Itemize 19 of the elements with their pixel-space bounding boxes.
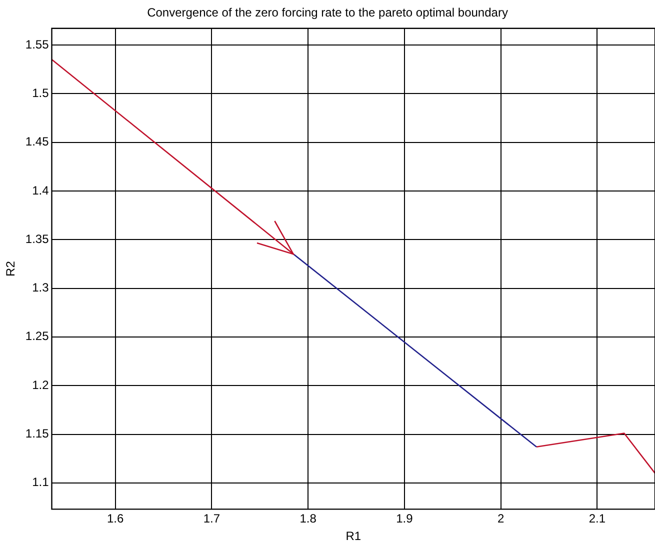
y-tick-label: 1.2 <box>32 378 50 392</box>
x-tick-label: 2 <box>497 512 504 526</box>
x-axis-title: R1 <box>346 529 362 544</box>
y-axis-title: R2 <box>4 260 18 276</box>
x-tick-label: 1.7 <box>203 512 220 526</box>
x-tick-label: 1.9 <box>396 512 414 526</box>
x-tick-label: 1.8 <box>300 512 317 526</box>
y-tick-label: 1.55 <box>25 37 50 52</box>
y-tick-label: 1.15 <box>25 426 50 441</box>
y-tick-label: 1.5 <box>32 86 50 100</box>
x-tick-label: 2.1 <box>588 512 606 526</box>
y-tick-label: 1.4 <box>32 183 50 198</box>
y-tick-label: 1.35 <box>25 232 50 246</box>
y-tick-label: 1.45 <box>25 134 50 149</box>
y-tick-label: 1.1 <box>32 475 50 490</box>
chart-title: Convergence of the zero forcing rate to the pareto optimal boundary <box>147 6 508 20</box>
y-tick-label: 1.25 <box>25 329 50 344</box>
x-tick-label: 1.6 <box>107 512 124 526</box>
y-tick-label: 1.3 <box>32 280 50 295</box>
